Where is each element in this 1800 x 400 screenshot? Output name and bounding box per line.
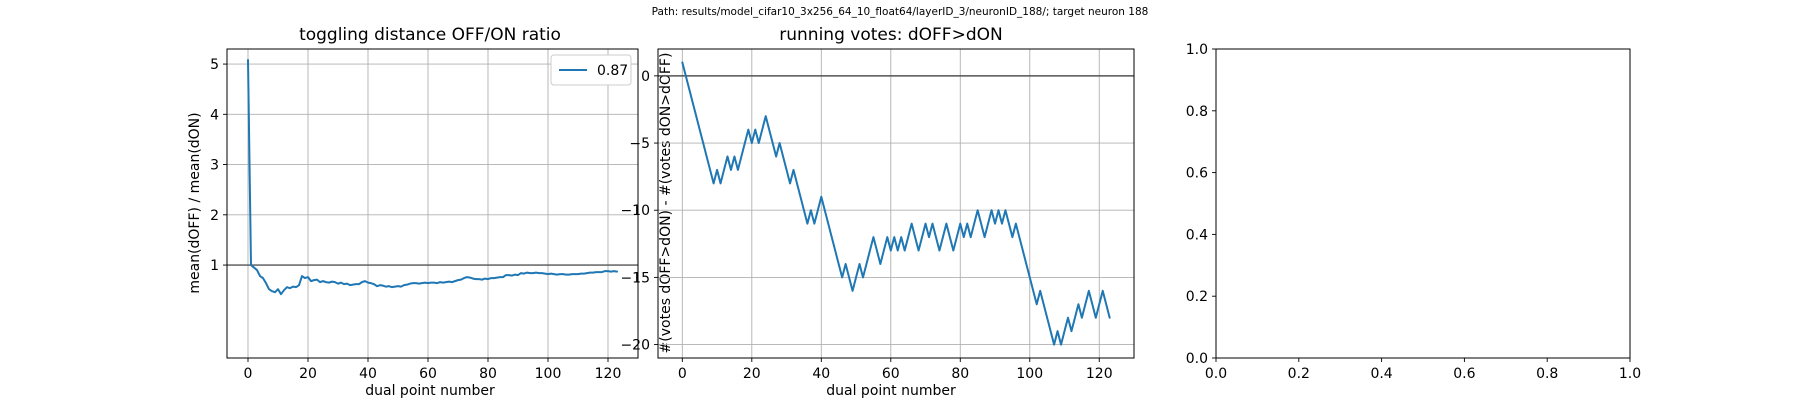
votes-chart-y-tick-label: −20 bbox=[620, 338, 650, 354]
votes-chart-x-tick-label: 20 bbox=[743, 366, 761, 382]
votes-chart-y-tick-label: −10 bbox=[620, 203, 650, 219]
empty-chart: 0.0 0.2 0.4 0.6 0.8 1.0 0.0 0.2 0.4 0.6 0.8 1.0 bbox=[1186, 42, 1641, 382]
empty-chart-frame bbox=[1215, 48, 1631, 359]
votes-chart-ylabel: #(votes dOFF>dON) - #(votes dON>dOFF) bbox=[658, 53, 674, 354]
ratio-chart-legend bbox=[550, 54, 632, 86]
ratio-chart-y-tick-label: 2 bbox=[210, 208, 219, 224]
empty-chart-y-tick-label: 0.4 bbox=[1186, 227, 1208, 243]
ratio-chart-y-tick-label: 3 bbox=[210, 158, 219, 174]
ratio-chart-y-tick-label: 4 bbox=[210, 107, 219, 123]
ratio-chart-y-tick-label: 5 bbox=[210, 57, 219, 73]
ratio-chart-x-tick-label: 0 bbox=[244, 366, 253, 382]
ratio-chart-title: toggling distance OFF/ON ratio bbox=[299, 25, 561, 45]
votes-chart-x-tick-label: 100 bbox=[1016, 366, 1043, 382]
ratio-chart-x-tick-label: 40 bbox=[359, 366, 377, 382]
votes-chart-y-tick-label: −5 bbox=[629, 136, 650, 152]
empty-chart-x-tick-label: 0.4 bbox=[1370, 366, 1392, 382]
empty-chart-x-tick-label: 0.0 bbox=[1205, 366, 1227, 382]
ratio-chart-x-tick-label: 100 bbox=[535, 366, 562, 382]
empty-chart-y-tick-label: 0.2 bbox=[1186, 289, 1208, 305]
votes-chart-frame bbox=[657, 48, 1135, 359]
votes-chart-series-line bbox=[681, 61, 1111, 346]
empty-chart-x-tick-label: 0.8 bbox=[1536, 366, 1558, 382]
empty-chart-y-tick-label: 0.0 bbox=[1186, 351, 1208, 367]
ratio-chart-x-tick-label: 60 bbox=[419, 366, 437, 382]
votes-chart-x-tick-label: 80 bbox=[951, 366, 969, 382]
votes-chart-x-tick-label: 120 bbox=[1086, 366, 1113, 382]
ratio-chart-series-line bbox=[247, 59, 618, 296]
votes-chart: running votes: dOFF>dON dual point numbe… bbox=[620, 25, 1135, 399]
ratio-chart-ylabel: mean(dOFF) / mean(dON) bbox=[187, 112, 203, 293]
empty-chart-y-tick-label: 0.8 bbox=[1186, 104, 1208, 120]
empty-chart-y-tick-label: 1.0 bbox=[1186, 42, 1208, 58]
ratio-chart-frame bbox=[226, 48, 639, 359]
votes-chart-y-tick-label: −15 bbox=[620, 270, 650, 286]
empty-chart-x-tick-label: 1.0 bbox=[1619, 366, 1641, 382]
votes-chart-x-tick-label: 40 bbox=[812, 366, 830, 382]
ratio-chart-y-tick-label: 1 bbox=[210, 258, 219, 274]
ratio-chart: toggling distance OFF/ON ratio dual poin… bbox=[187, 25, 639, 399]
votes-chart-title: running votes: dOFF>dON bbox=[779, 25, 1002, 45]
ratio-chart-x-tick-label: 120 bbox=[595, 366, 622, 382]
empty-chart-x-tick-label: 0.6 bbox=[1453, 366, 1475, 382]
empty-chart-x-tick-label: 0.2 bbox=[1288, 366, 1310, 382]
votes-chart-y-tick-label: 0 bbox=[641, 69, 650, 85]
ratio-chart-x-tick-label: 20 bbox=[299, 366, 317, 382]
ratio-chart-x-tick-label: 80 bbox=[479, 366, 497, 382]
votes-chart-xlabel: dual point number bbox=[826, 383, 956, 399]
ratio-chart-xlabel: dual point number bbox=[365, 383, 495, 399]
votes-chart-x-tick-label: 60 bbox=[882, 366, 900, 382]
figure-suptitle: Path: results/model_cifar10_3x256_64_10_… bbox=[652, 6, 1149, 18]
ratio-chart-legend-label: 0.87 bbox=[597, 63, 628, 79]
empty-chart-y-tick-label: 0.6 bbox=[1186, 166, 1208, 182]
votes-chart-x-tick-label: 0 bbox=[678, 366, 687, 382]
